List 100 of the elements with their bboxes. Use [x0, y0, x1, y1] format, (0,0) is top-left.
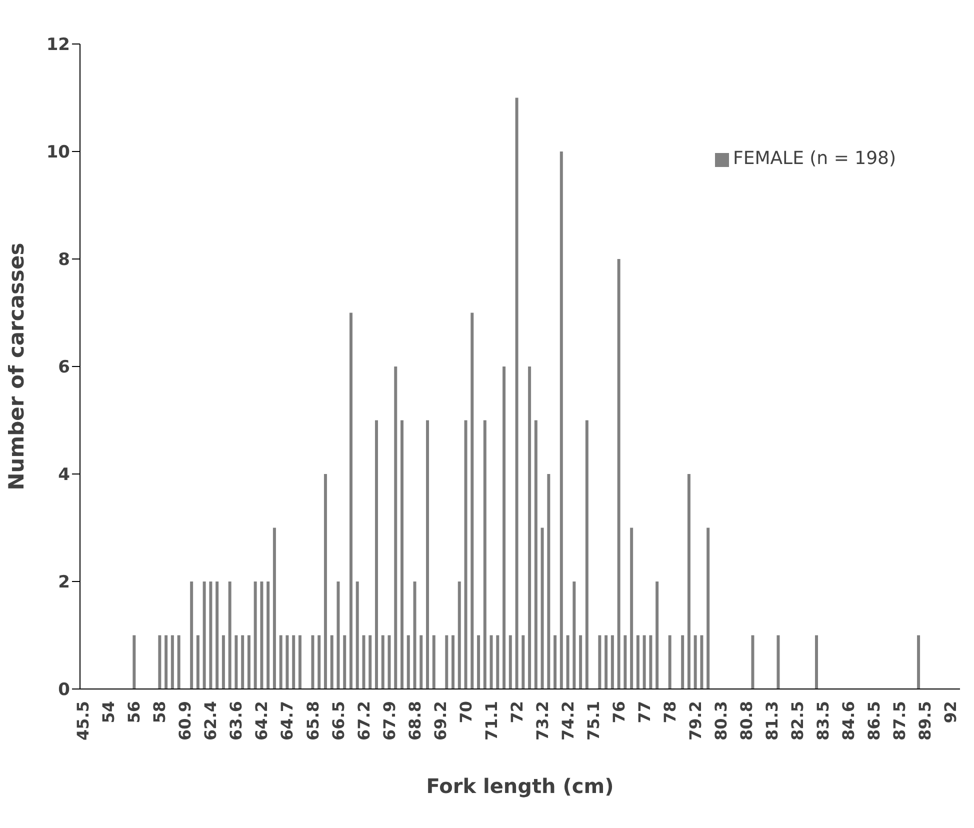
bar	[694, 635, 697, 689]
bar	[566, 635, 570, 689]
bar	[649, 635, 652, 689]
bar	[610, 635, 614, 689]
x-tick-label: 79.2	[686, 701, 705, 740]
bar	[222, 635, 225, 689]
x-tick-label: 60.9	[176, 701, 195, 740]
bar	[311, 635, 314, 689]
bar	[356, 582, 359, 689]
x-axis-title: Fork length (cm)	[426, 774, 614, 798]
bar	[508, 635, 512, 689]
bar	[630, 528, 634, 689]
bar	[776, 635, 780, 689]
bar	[406, 635, 410, 689]
x-tick-label: 67.9	[380, 701, 399, 740]
bar	[247, 635, 250, 689]
bar	[681, 635, 684, 689]
x-tick-label: 64.7	[278, 701, 297, 740]
x-tick-label: 89.5	[915, 701, 934, 740]
bar	[388, 635, 391, 689]
bar	[158, 635, 162, 689]
bar	[604, 635, 608, 689]
bar	[318, 635, 321, 689]
bar	[598, 635, 602, 689]
bar	[814, 635, 818, 689]
bar	[668, 635, 672, 689]
bar	[477, 635, 480, 689]
x-tick-label: 84.6	[838, 701, 858, 740]
y-tick-label: 12	[46, 35, 70, 56]
bar	[656, 582, 659, 689]
bar	[164, 635, 168, 689]
bar	[362, 635, 366, 689]
x-tick-label: 82.5	[788, 701, 807, 740]
bar	[515, 98, 518, 689]
bar	[170, 635, 174, 689]
x-tick-label: 77	[634, 701, 654, 724]
bar	[585, 420, 588, 689]
x-tick-label: 78	[660, 701, 680, 724]
bar	[400, 420, 404, 689]
y-tick-label: 2	[58, 572, 70, 593]
x-tick-label: 74.2	[558, 701, 578, 740]
bar	[490, 635, 493, 689]
bar	[254, 582, 257, 689]
bar	[196, 635, 200, 689]
bar	[464, 420, 468, 689]
bar	[483, 420, 486, 689]
y-tick-label: 0	[58, 680, 70, 700]
x-tick-label: 86.5	[864, 701, 884, 740]
x-tick-label: 70	[456, 701, 476, 724]
y-tick-label: 8	[58, 250, 70, 270]
bar	[445, 635, 448, 689]
bar	[572, 582, 576, 689]
x-tick-label: 65.8	[303, 701, 322, 740]
bar	[394, 366, 398, 689]
bar	[202, 582, 206, 689]
x-tick-label: 87.5	[890, 701, 909, 740]
bar	[368, 635, 372, 689]
x-tick-label: 63.6	[226, 701, 246, 740]
x-tick-label: 62.4	[201, 701, 220, 740]
bar	[349, 312, 352, 689]
bar	[374, 420, 378, 689]
bar	[298, 635, 302, 689]
x-tick-label: 67.2	[354, 701, 374, 740]
bar	[700, 635, 704, 689]
bar	[260, 582, 264, 689]
bar	[642, 635, 646, 689]
x-tick-label: 73.2	[532, 701, 552, 740]
x-tick-label: 58	[150, 701, 170, 724]
x-tick-label: 92	[940, 701, 960, 724]
bar	[458, 582, 461, 689]
bar	[413, 582, 416, 689]
legend-label: FEMALE (n = 198)	[732, 148, 896, 169]
bar	[324, 474, 327, 689]
x-tick-label: 75.1	[584, 701, 603, 740]
y-tick-label: 10	[46, 142, 70, 163]
x-tick-label: 69.2	[430, 701, 450, 740]
bar	[420, 635, 423, 689]
x-tick-label: 66.5	[328, 701, 348, 740]
bar	[617, 259, 620, 689]
bar	[279, 635, 282, 689]
x-tick-label: 56	[124, 701, 144, 724]
bar	[579, 635, 582, 689]
bar	[343, 635, 346, 689]
x-tick-label: 68.8	[405, 701, 424, 740]
bar	[470, 312, 474, 689]
bar	[636, 635, 640, 689]
bar	[190, 582, 194, 689]
bar	[751, 635, 754, 689]
bar	[534, 420, 538, 689]
x-tick-label: 80.8	[736, 701, 756, 740]
bar	[502, 366, 506, 689]
bar	[216, 582, 219, 689]
bar	[560, 152, 563, 689]
bar	[286, 635, 289, 689]
bar	[540, 528, 544, 689]
bar	[528, 366, 532, 689]
bar	[496, 635, 500, 689]
bar	[554, 635, 557, 689]
x-tick-label: 72	[507, 701, 526, 724]
bar	[426, 420, 430, 689]
